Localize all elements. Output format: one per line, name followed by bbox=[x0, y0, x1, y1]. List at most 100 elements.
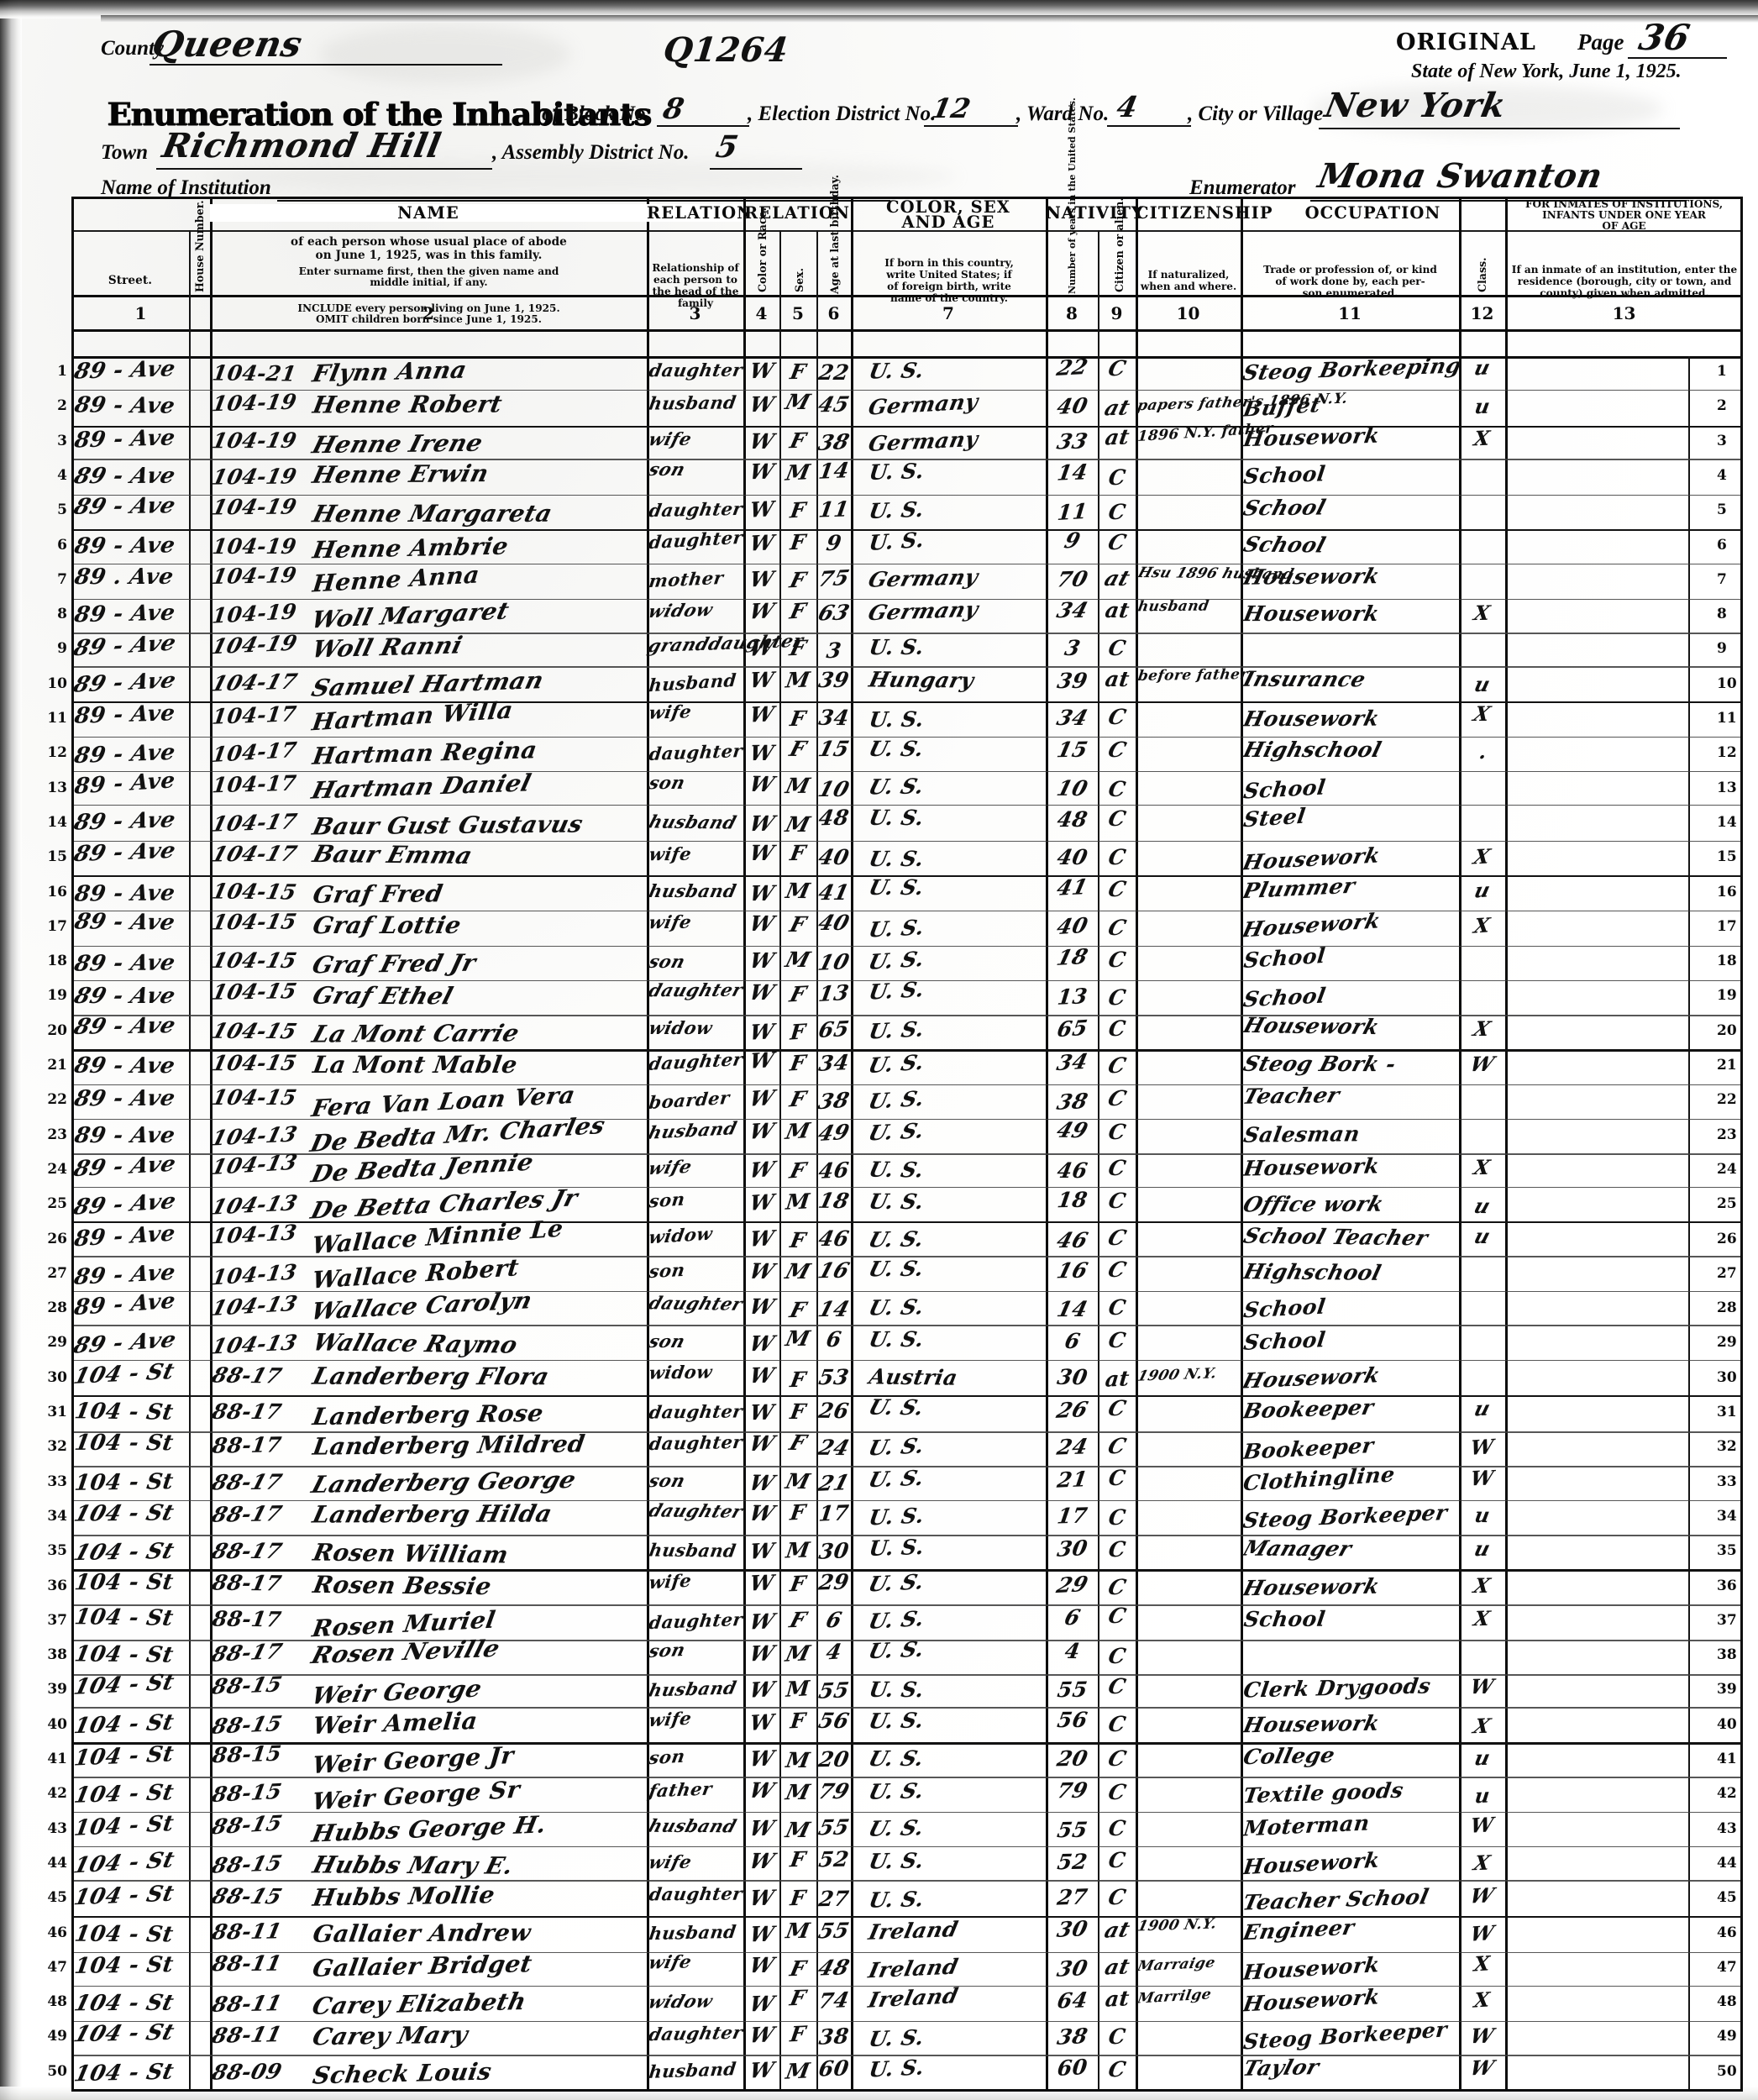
row-separator bbox=[71, 1569, 1743, 1572]
row-number-left: 9 bbox=[57, 640, 67, 658]
table-grid-line bbox=[1046, 197, 1048, 2092]
row-separator bbox=[71, 389, 1743, 391]
column-number-7: 7 bbox=[942, 303, 954, 323]
column-number-1: 1 bbox=[134, 303, 147, 323]
row-number-right: 22 bbox=[1717, 1091, 1737, 1109]
archive-stamp: Q1264 bbox=[661, 30, 790, 70]
institution-rule bbox=[277, 200, 890, 202]
row-separator bbox=[71, 1394, 1743, 1398]
ward-rule bbox=[1107, 125, 1191, 127]
page-number: 36 bbox=[1635, 17, 1694, 58]
row-separator bbox=[71, 1499, 1743, 1502]
row-number-right: 8 bbox=[1717, 606, 1727, 623]
row-number-right: 31 bbox=[1717, 1404, 1737, 1420]
row-separator bbox=[71, 1604, 1743, 1606]
column-group-color-sex-age-l2: AND AGE bbox=[901, 213, 995, 232]
row-number-left: 39 bbox=[47, 1681, 67, 1698]
row-number-left: 16 bbox=[47, 883, 67, 900]
row-number-left: 28 bbox=[47, 1299, 67, 1317]
column-number-8: 8 bbox=[1066, 303, 1078, 323]
table-grid-line bbox=[1098, 230, 1099, 2092]
row-separator bbox=[71, 1015, 1743, 1016]
row-number-left: 4 bbox=[57, 466, 67, 484]
row-number-left: 33 bbox=[47, 1473, 67, 1490]
row-number-left: 40 bbox=[47, 1715, 67, 1733]
row-number-left: 19 bbox=[47, 987, 67, 1005]
row-separator bbox=[71, 1674, 1743, 1676]
row-separator bbox=[71, 1811, 1743, 1814]
row-separator bbox=[71, 1915, 1743, 1919]
row-separator bbox=[71, 1845, 1743, 1847]
row-number-right: 14 bbox=[1717, 813, 1737, 831]
row-number-left: 6 bbox=[57, 536, 67, 554]
row-number-right: 36 bbox=[1717, 1577, 1737, 1594]
row-separator bbox=[71, 1707, 1743, 1709]
row-number-left: 31 bbox=[47, 1404, 67, 1420]
row-number-left: 15 bbox=[47, 848, 67, 866]
row-separator bbox=[71, 528, 1743, 532]
table-grid-line bbox=[189, 230, 191, 2092]
column-header-relation-l4: family bbox=[677, 297, 714, 309]
column-header-inmate-l3: county) given when admitted. bbox=[1540, 287, 1709, 299]
row-separator bbox=[71, 1742, 1743, 1745]
row-number-right: 44 bbox=[1717, 1854, 1737, 1872]
enumerator-label: Enumerator bbox=[1189, 176, 1296, 199]
row-number-right: 49 bbox=[1717, 2028, 1737, 2045]
ward-value: 4 bbox=[1114, 91, 1141, 124]
column-group-nativity: NATIVITY bbox=[1046, 203, 1145, 223]
row-separator bbox=[71, 701, 1743, 704]
row-separator bbox=[71, 1325, 1743, 1326]
row-number-left: 46 bbox=[47, 1924, 67, 1941]
row-separator bbox=[71, 1256, 1743, 1257]
column-header-nativity-l2: write United States; if bbox=[886, 269, 1012, 281]
row-number-right: 23 bbox=[1717, 1126, 1737, 1143]
city-value: New York bbox=[1321, 86, 1509, 125]
column-number-4: 4 bbox=[755, 303, 768, 323]
row-separator bbox=[71, 1186, 1743, 1189]
column-number-9: 9 bbox=[1110, 303, 1123, 323]
table-grid-line bbox=[210, 197, 213, 2092]
row-separator bbox=[71, 1986, 1743, 1987]
row-separator bbox=[71, 805, 1743, 806]
row-number-right: 1 bbox=[1717, 363, 1727, 380]
column-header-name-l3: Enter surname first, then the given name… bbox=[298, 265, 559, 277]
row-number-right: 40 bbox=[1717, 1715, 1737, 1733]
row-number-left: 36 bbox=[47, 1577, 67, 1594]
row-separator bbox=[71, 1049, 1743, 1052]
block-rule bbox=[657, 125, 749, 127]
row-number-left: 49 bbox=[47, 2028, 67, 2045]
column-group-occupation: OCCUPATION bbox=[1304, 203, 1441, 223]
column-group-color-sex-age-l1: COLOR, SEX bbox=[885, 197, 1011, 217]
table-grid-line bbox=[1241, 197, 1243, 2092]
row-separator bbox=[71, 770, 1743, 773]
column-number-10: 10 bbox=[1176, 303, 1200, 323]
row-separator bbox=[71, 2020, 1743, 2023]
row-number-left: 13 bbox=[47, 779, 67, 796]
county-value: Queens bbox=[149, 24, 306, 65]
table-grid-line bbox=[71, 230, 1743, 232]
block-value: 8 bbox=[660, 92, 687, 126]
column-header-relation-l3: the head of the bbox=[652, 286, 739, 297]
column-group-relation-centered: RELATION bbox=[647, 203, 753, 223]
row-number-right: 48 bbox=[1717, 1993, 1737, 2011]
row-number-right: 30 bbox=[1717, 1368, 1737, 1386]
row-separator bbox=[71, 979, 1743, 981]
row-separator bbox=[71, 1290, 1743, 1293]
row-separator bbox=[71, 1640, 1743, 1641]
row-separator bbox=[71, 1951, 1743, 1953]
row-number-right: 32 bbox=[1717, 1438, 1737, 1456]
enumerator-value: Mona Swanton bbox=[1315, 156, 1606, 196]
table-grid-line bbox=[816, 230, 818, 2092]
column-group-inmates-l2: INFANTS UNDER ONE YEAR bbox=[1542, 209, 1706, 221]
row-number-left: 30 bbox=[47, 1368, 67, 1386]
column-header-occupation-l3: son enumerated. bbox=[1302, 287, 1399, 299]
column-header-inmate-l2: residence (borough, city or town, and bbox=[1517, 276, 1732, 287]
column-group-citizenship: CITIZENSHIP bbox=[1136, 203, 1273, 223]
row-number-right: 37 bbox=[1717, 1611, 1737, 1629]
row-number-right: 10 bbox=[1717, 675, 1737, 692]
row-number-left: 11 bbox=[47, 710, 67, 727]
row-number-left: 8 bbox=[57, 606, 67, 623]
row-separator bbox=[71, 946, 1743, 948]
table-grid-line bbox=[743, 197, 746, 2092]
row-separator bbox=[71, 1359, 1743, 1362]
